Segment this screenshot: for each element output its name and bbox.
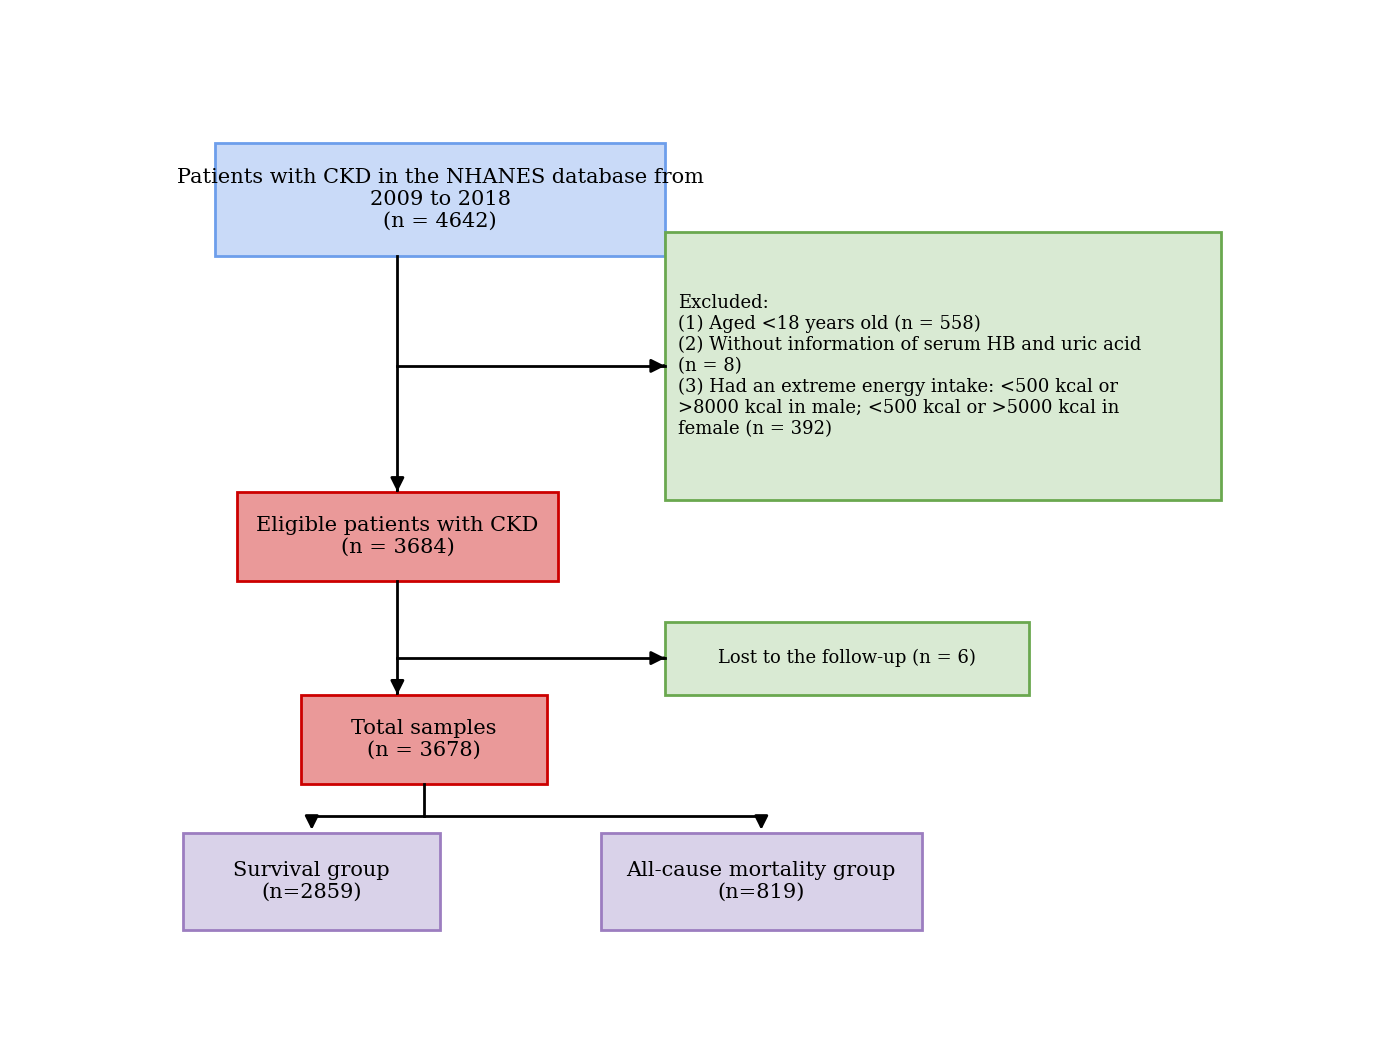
FancyBboxPatch shape — [215, 142, 666, 256]
Text: All-cause mortality group
(n=819): All-cause mortality group (n=819) — [627, 861, 896, 902]
FancyBboxPatch shape — [666, 622, 1029, 695]
Text: Survival group
(n=2859): Survival group (n=2859) — [233, 861, 389, 902]
FancyBboxPatch shape — [301, 695, 547, 784]
Text: Excluded:
(1) Aged <18 years old (n = 558)
(2) Without information of serum HB a: Excluded: (1) Aged <18 years old (n = 55… — [678, 294, 1141, 437]
Text: Patients with CKD in the NHANES database from
2009 to 2018
(n = 4642): Patients with CKD in the NHANES database… — [177, 168, 704, 231]
FancyBboxPatch shape — [666, 232, 1221, 500]
FancyBboxPatch shape — [238, 491, 558, 581]
Text: Lost to the follow-up (n = 6): Lost to the follow-up (n = 6) — [718, 649, 976, 667]
Text: Eligible patients with CKD
(n = 3684): Eligible patients with CKD (n = 3684) — [257, 515, 539, 557]
FancyBboxPatch shape — [601, 833, 923, 930]
Text: Total samples
(n = 3678): Total samples (n = 3678) — [351, 719, 497, 760]
FancyBboxPatch shape — [184, 833, 441, 930]
